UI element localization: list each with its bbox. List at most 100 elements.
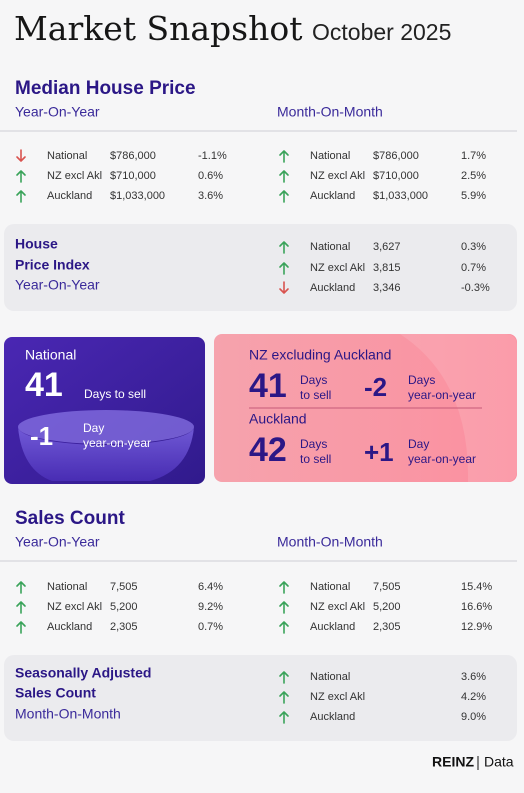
row-region: Auckland bbox=[47, 621, 92, 633]
days-unit: Days bbox=[300, 373, 327, 387]
row-change: -1.1% bbox=[198, 150, 227, 162]
row-value: 2,305 bbox=[373, 621, 401, 633]
bowl-graphic bbox=[18, 427, 194, 481]
arrow-up bbox=[279, 241, 289, 254]
row-change: 0.7% bbox=[198, 621, 223, 633]
period-label: Year-On-Year bbox=[15, 104, 100, 120]
row-region: National bbox=[47, 581, 87, 593]
period-label: Month-On-Month bbox=[15, 706, 121, 722]
row-change: 3.6% bbox=[198, 190, 223, 202]
row-value: 7,505 bbox=[110, 581, 138, 593]
row-change: 9.0% bbox=[461, 711, 486, 723]
arrow-up bbox=[279, 581, 289, 594]
card-label: National bbox=[25, 347, 76, 363]
row-value: 5,200 bbox=[373, 601, 401, 613]
arrow-up bbox=[16, 581, 26, 594]
row-region: Auckland bbox=[310, 282, 355, 294]
row-value: 3,627 bbox=[373, 241, 401, 253]
change-unit: Day bbox=[408, 437, 429, 451]
days-unit: to sell bbox=[300, 452, 331, 466]
row-change: 0.7% bbox=[461, 262, 486, 274]
period-label: Month-On-Month bbox=[277, 104, 383, 120]
change-unit: Day bbox=[83, 421, 104, 435]
arrow-up bbox=[279, 190, 289, 203]
row-region: NZ excl Akl bbox=[310, 262, 365, 274]
panel-title: Seasonally Adjusted bbox=[15, 665, 151, 681]
row-change: 0.6% bbox=[198, 170, 223, 182]
row-region: Auckland bbox=[47, 190, 92, 202]
row-change: 2.5% bbox=[461, 170, 486, 182]
row-region: National bbox=[310, 581, 350, 593]
arrow-up bbox=[279, 601, 289, 614]
row-value: 3,815 bbox=[373, 262, 401, 274]
arrow-down bbox=[16, 149, 26, 162]
row-region: NZ excl Akl bbox=[310, 601, 365, 613]
section-title: Median House Price bbox=[15, 78, 196, 99]
arrow-down bbox=[279, 281, 289, 294]
row-value: 2,305 bbox=[110, 621, 138, 633]
change-value: +1 bbox=[364, 437, 394, 467]
row-region: NZ excl Akl bbox=[47, 601, 102, 613]
row-change: -0.3% bbox=[461, 282, 490, 294]
arrow-up bbox=[279, 691, 289, 704]
change-unit: year-on-year bbox=[408, 388, 476, 402]
row-value: $710,000 bbox=[110, 170, 156, 182]
arrow-up bbox=[279, 671, 289, 684]
seasonal-panel bbox=[4, 655, 517, 741]
panel-title: Sales Count bbox=[15, 685, 96, 701]
days-unit: to sell bbox=[300, 388, 331, 402]
change-value: -2 bbox=[364, 372, 387, 402]
arrow-up bbox=[16, 190, 26, 203]
row-region: National bbox=[310, 150, 350, 162]
row-value: $786,000 bbox=[110, 150, 156, 162]
page-title: Market Snapshot bbox=[14, 9, 303, 48]
days-value: 41 bbox=[249, 367, 287, 405]
card-label: Auckland bbox=[249, 411, 307, 427]
brand-label: Data bbox=[484, 754, 514, 770]
arrow-up bbox=[279, 170, 289, 183]
arrow-up bbox=[279, 150, 289, 163]
row-region: National bbox=[310, 241, 350, 253]
days-value: 42 bbox=[249, 431, 287, 469]
row-change: 12.9% bbox=[461, 621, 492, 633]
row-value: $1,033,000 bbox=[110, 190, 165, 202]
row-change: 9.2% bbox=[198, 601, 223, 613]
arrow-up bbox=[279, 621, 289, 634]
days-unit: Days to sell bbox=[84, 387, 146, 401]
change-value: -1 bbox=[30, 421, 53, 451]
row-change: 4.2% bbox=[461, 691, 486, 703]
row-region: NZ excl Akl bbox=[47, 170, 102, 182]
row-change: 6.4% bbox=[198, 581, 223, 593]
card-label: NZ excluding Auckland bbox=[249, 347, 391, 363]
row-change: 1.7% bbox=[461, 150, 486, 162]
arrow-up bbox=[279, 262, 289, 275]
panel-title: Price Index bbox=[15, 257, 90, 273]
arrow-up bbox=[279, 711, 289, 724]
row-region: NZ excl Akl bbox=[310, 691, 365, 703]
period-label: Year-On-Year bbox=[15, 277, 100, 293]
row-region: National bbox=[47, 150, 87, 162]
row-region: National bbox=[310, 671, 350, 683]
row-change: 3.6% bbox=[461, 671, 486, 683]
row-change: 0.3% bbox=[461, 241, 486, 253]
arrow-up bbox=[16, 621, 26, 634]
page-subtitle: October 2025 bbox=[312, 19, 451, 45]
row-change: 16.6% bbox=[461, 601, 492, 613]
row-region: Auckland bbox=[310, 190, 355, 202]
row-value: 5,200 bbox=[110, 601, 138, 613]
change-unit: year-on-year bbox=[408, 452, 476, 466]
row-value: $1,033,000 bbox=[373, 190, 428, 202]
row-value: 3,346 bbox=[373, 282, 401, 294]
change-unit: Days bbox=[408, 373, 435, 387]
row-region: Auckland bbox=[310, 621, 355, 633]
days-unit: Days bbox=[300, 437, 327, 451]
row-value: $710,000 bbox=[373, 170, 419, 182]
row-region: NZ excl Akl bbox=[310, 170, 365, 182]
period-label: Month-On-Month bbox=[277, 534, 383, 550]
arrow-up bbox=[16, 170, 26, 183]
change-unit: year-on-year bbox=[83, 436, 151, 450]
arrow-up bbox=[16, 601, 26, 614]
row-change: 5.9% bbox=[461, 190, 486, 202]
section-title: Sales Count bbox=[15, 508, 125, 529]
